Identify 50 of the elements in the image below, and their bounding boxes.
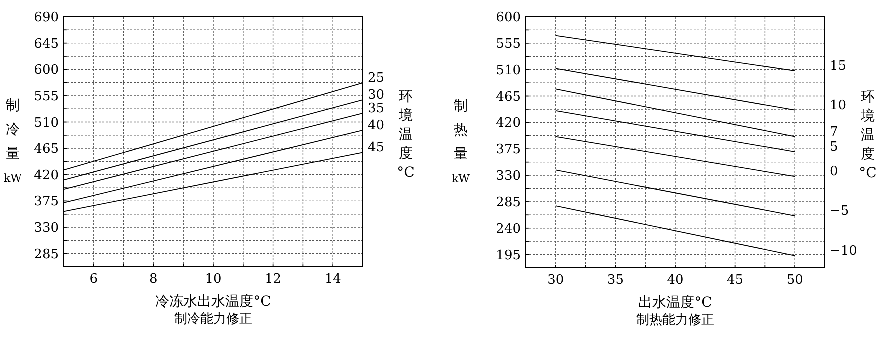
x-tick-label: 8 (150, 272, 158, 287)
x-tick-label: 50 (786, 273, 804, 288)
text: 制冷能力修正 (174, 312, 252, 327)
x-axis-title: 冷冻水出水温度°C (156, 294, 272, 310)
x-tick-label: 40 (667, 273, 684, 288)
text: −5 (830, 204, 850, 220)
y-tick-label: 285 (496, 195, 521, 210)
x-tick-label: 45 (727, 273, 744, 288)
x-tick-label: 14 (324, 272, 342, 287)
x-tick-label: 12 (265, 272, 282, 287)
y-tick-label: 420 (34, 168, 59, 184)
text: 制热能力修正 (636, 313, 714, 328)
text: 0 (830, 164, 838, 180)
x-tick-label: 30 (548, 273, 564, 288)
x-axis-title: 出水温度°C (638, 295, 712, 311)
legend-title: 环境温度°C (397, 89, 415, 181)
text: 10 (830, 98, 847, 114)
text: 5 (830, 140, 838, 156)
text: −10 (830, 244, 858, 259)
y-tick-label: 600 (496, 10, 521, 26)
y-tick-label: 510 (496, 63, 521, 78)
y-tick-label: 285 (34, 247, 59, 262)
y-tick-label: 330 (496, 169, 521, 184)
y-tick-label: 375 (34, 194, 59, 210)
y-tick-label: 690 (34, 10, 59, 26)
series-label: 45 (368, 140, 385, 156)
series-label: 25 (368, 71, 385, 86)
text: 7 (830, 124, 838, 140)
x-tick-label: 10 (205, 272, 222, 287)
y-tick-label: 465 (34, 142, 59, 158)
text: 15 (830, 59, 847, 74)
y-tick-label: 420 (496, 116, 521, 132)
y-tick-label: 555 (496, 36, 521, 52)
series-label: 35 (368, 101, 385, 116)
y-tick-label: 510 (34, 116, 59, 131)
x-tick-label: 35 (607, 273, 624, 288)
y-tick-label: 600 (34, 63, 59, 78)
x-tick-label: 6 (90, 272, 98, 287)
y-tick-label: 330 (34, 221, 59, 236)
y-axis-title: 制热量kW (452, 98, 471, 186)
y-tick-label: 240 (496, 222, 521, 237)
series-label: 40 (368, 118, 385, 134)
series-label: 30 (368, 88, 385, 104)
y-axis-title: 制冷量kW (4, 98, 23, 185)
y-tick-label: 195 (496, 248, 521, 264)
y-tick-label: 555 (34, 89, 59, 104)
legend-title: 环境温度°C (859, 90, 877, 182)
y-tick-label: 645 (34, 36, 59, 52)
y-tick-label: 375 (496, 142, 521, 158)
y-tick-label: 465 (496, 90, 521, 105)
